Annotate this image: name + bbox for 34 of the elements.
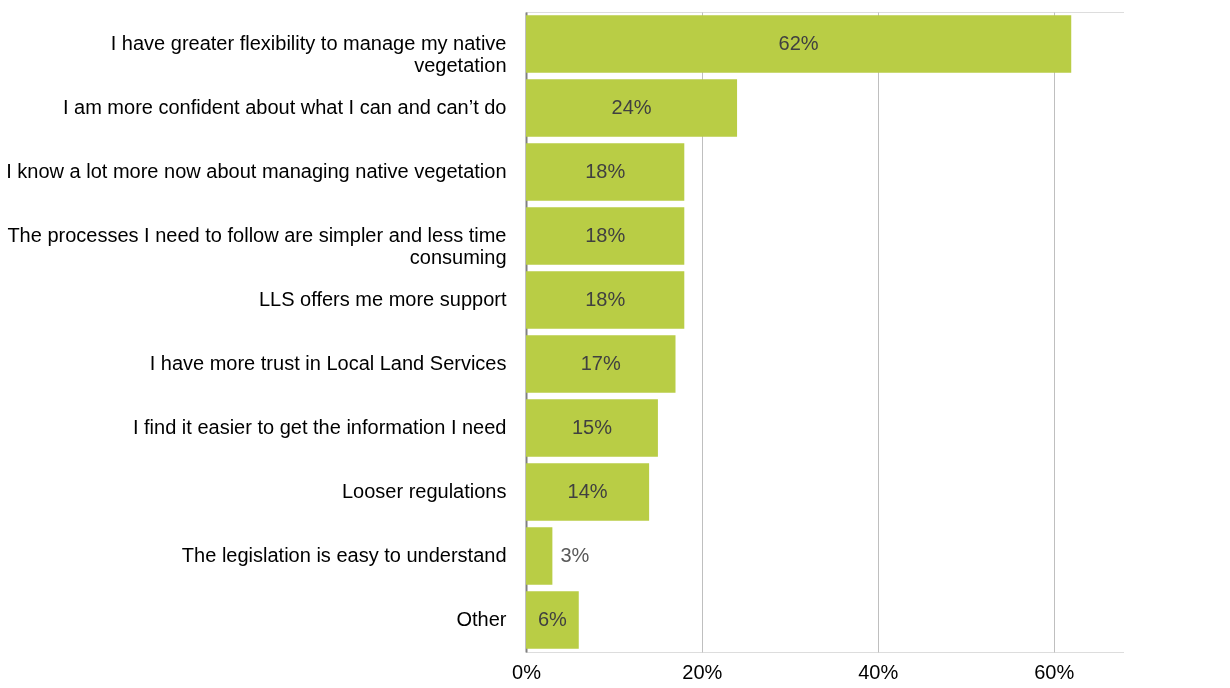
data-label: 15% bbox=[571, 416, 613, 438]
bar bbox=[526, 591, 579, 649]
data-label: 24% bbox=[611, 96, 652, 118]
y-tick-label: LLS offers me more support bbox=[258, 288, 507, 310]
bar bbox=[526, 143, 685, 201]
data-label: 14% bbox=[567, 480, 608, 502]
x-tick-label: 60% bbox=[1034, 660, 1075, 683]
data-label: 18% bbox=[585, 288, 626, 310]
y-tick-label: I am more confident about what I can and can’t do bbox=[62, 96, 507, 118]
y-tick-label: I have greater flexibility to manage my native vegetation bbox=[110, 32, 507, 76]
bar bbox=[526, 399, 658, 457]
y-tick-label: Looser regulations bbox=[341, 480, 507, 502]
data-label: 62% bbox=[778, 32, 819, 54]
data-label: 6% bbox=[537, 608, 568, 630]
bar bbox=[526, 207, 685, 265]
bar bbox=[526, 15, 1072, 73]
y-tick-label: I find it easier to get the information I need bbox=[132, 416, 507, 438]
y-tick-label: The processes I need to follow are simpler and less time consuming bbox=[7, 224, 507, 268]
data-label: 18% bbox=[585, 224, 626, 246]
bar bbox=[526, 463, 650, 521]
data-label: 17% bbox=[580, 352, 621, 374]
y-tick-label: I have more trust in Local Land Services bbox=[149, 352, 507, 374]
data-label: 3% bbox=[560, 544, 590, 566]
x-tick-label: 0% bbox=[512, 660, 542, 683]
y-tick-label: I know a lot more now about managing native vegetation bbox=[6, 160, 507, 182]
x-tick-label: 40% bbox=[858, 660, 899, 683]
bar bbox=[526, 271, 685, 329]
bar bbox=[526, 527, 553, 585]
bar bbox=[526, 79, 738, 137]
x-tick-label: 20% bbox=[682, 660, 723, 683]
y-tick-label: The legislation is easy to understand bbox=[181, 544, 507, 566]
bar bbox=[526, 335, 676, 393]
data-label: 18% bbox=[585, 160, 626, 182]
y-tick-label: Other bbox=[456, 608, 507, 630]
